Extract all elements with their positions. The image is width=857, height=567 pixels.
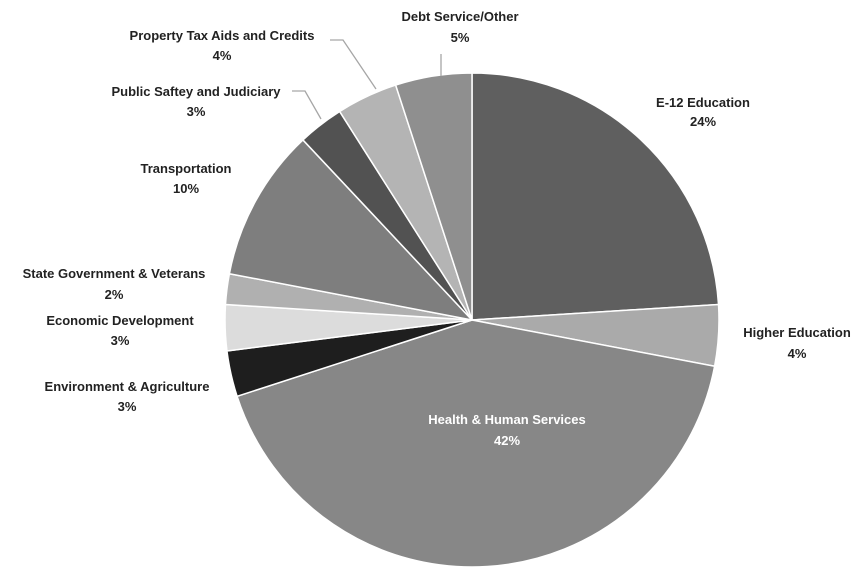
slice-label-name-property-tax-aids-and-credits: Property Tax Aids and Credits bbox=[130, 28, 315, 43]
pie-slice-debt-service-other bbox=[394, 72, 473, 321]
slice-label-name-public-saftey-and-judiciary: Public Saftey and Judiciary bbox=[111, 84, 281, 99]
slice-label-value-debt-service-other: 5% bbox=[451, 30, 470, 45]
slice-label-name-debt-service-other: Debt Service/Other bbox=[401, 9, 518, 24]
slice-label-value-environment-agriculture: 3% bbox=[118, 399, 137, 414]
slice-label-value-public-saftey-and-judiciary: 3% bbox=[187, 104, 206, 119]
slice-label-value-transportation: 10% bbox=[173, 181, 199, 196]
slice-label-value-e-12-education: 24% bbox=[690, 114, 716, 129]
slice-label-name-higher-education: Higher Education bbox=[743, 325, 851, 340]
slice-label-name-e-12-education: E-12 Education bbox=[656, 95, 750, 110]
leader-line-public-saftey-and-judiciary bbox=[292, 90, 322, 120]
slice-label-name-transportation: Transportation bbox=[140, 161, 231, 176]
slice-label-name-economic-development: Economic Development bbox=[46, 313, 194, 328]
pie-slice-e-12-education bbox=[471, 72, 720, 321]
pie-slices bbox=[224, 72, 720, 567]
slice-labels: E-12 Education 24% Higher Education 4% Healt… bbox=[23, 9, 851, 448]
slice-label-value-health-human-services: 42% bbox=[494, 433, 520, 448]
leader-lines bbox=[292, 39, 442, 120]
slice-label-value-economic-development: 3% bbox=[111, 333, 130, 348]
slice-label-name-environment-agriculture: Environment & Agriculture bbox=[45, 379, 210, 394]
slice-label-value-higher-education: 4% bbox=[788, 346, 807, 361]
slice-label-value-property-tax-aids-and-credits: 4% bbox=[213, 48, 232, 63]
slice-label-value-state-government-veterans: 2% bbox=[105, 287, 124, 302]
leader-line-property-tax-aids-and-credits bbox=[330, 39, 377, 90]
slice-label-name-health-human-services: Health & Human Services bbox=[428, 412, 586, 427]
slice-label-name-state-government-veterans: State Government & Veterans bbox=[23, 266, 206, 281]
pie-slice-transportation bbox=[228, 138, 475, 322]
